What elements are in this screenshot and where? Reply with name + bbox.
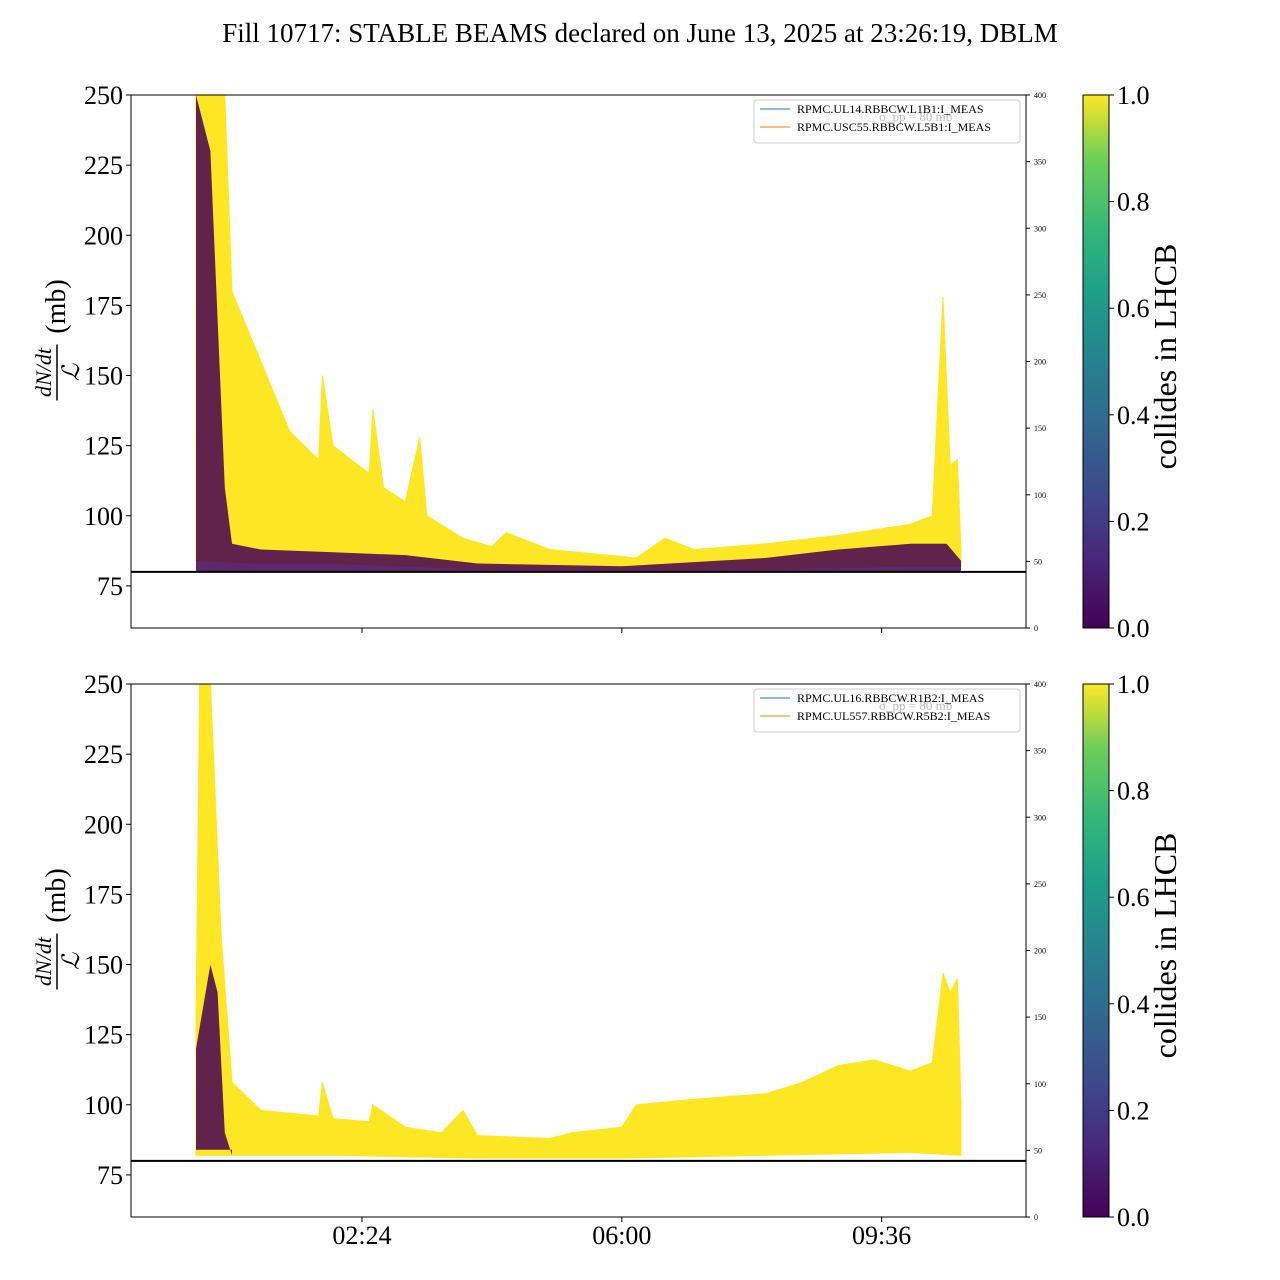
y-right-tick-label: 300 (1034, 813, 1046, 822)
colorbar (1082, 683, 1110, 1218)
y-tick-label: 200 (84, 221, 123, 250)
series-non-colliding-band (196, 964, 232, 1156)
legend-box (753, 99, 1021, 144)
legend-box (753, 688, 1021, 733)
y-right-tick-label: 200 (1034, 947, 1046, 956)
y-tick-label: 200 (84, 810, 123, 839)
colorbar-tick-label: 0.4 (1117, 990, 1150, 1019)
x-tick-label: 06:00 (592, 1221, 651, 1250)
y-tick-label: 150 (84, 951, 123, 980)
y-label-unit: (mb) (41, 279, 72, 333)
y-tick-label: 75 (97, 572, 123, 601)
y-right-tick-label: 50 (1034, 1146, 1042, 1155)
panel-bottom: 75 100 125 150 175 200 225 250 0 50 100 150 200 250 30… (31, 670, 1183, 1250)
y-right-tick-label: 150 (1034, 424, 1046, 433)
y-axis-label: dN/dt ℒ (mb) (31, 868, 85, 990)
y-tick-label: 125 (84, 1021, 123, 1050)
colorbar-tick-label: 0.4 (1117, 401, 1150, 430)
y-tick-label: 250 (84, 670, 123, 699)
y-label-numerator: dN/dt (31, 347, 56, 397)
y-label-denominator: ℒ (59, 363, 85, 381)
y-tick-label: 100 (84, 502, 123, 531)
legend-faint-text: σ_pp = 80 mb (879, 698, 952, 713)
colorbar-tick-label: 0.8 (1117, 188, 1150, 217)
y-label-numerator: dN/dt (31, 936, 56, 986)
series-colliding-band (195, 684, 962, 1159)
x-tick-label: 02:24 (332, 1221, 391, 1250)
y-right-tick-label: 400 (1034, 680, 1046, 689)
colorbar-label: collides in LHCB (1147, 833, 1183, 1059)
plot-area (131, 684, 1026, 1162)
y-tick-label: 225 (84, 740, 123, 769)
colorbar-tick-label: 0.2 (1117, 1096, 1150, 1125)
colorbar-label: collides in LHCB (1147, 244, 1183, 470)
colorbar-tick-label: 0.0 (1117, 1203, 1150, 1232)
y-right-tick-label: 100 (1034, 1080, 1046, 1089)
y-tick-label: 150 (84, 362, 123, 391)
y-right-tick-label: 400 (1034, 91, 1046, 100)
plot-area (131, 95, 1026, 573)
colorbar (1082, 94, 1110, 629)
y-tick-label: 225 (84, 151, 123, 180)
colorbar-tick-label: 0.8 (1117, 777, 1150, 806)
y-tick-label: 250 (84, 81, 123, 110)
panel-top: 75 100 125 150 175 200 225 250 0 50 100 150 200 250 30… (31, 81, 1183, 643)
colorbar-tick-label: 0.6 (1117, 883, 1150, 912)
y-right-tick-label: 0 (1034, 624, 1038, 633)
colorbar-tick-label: 0.6 (1117, 294, 1150, 323)
y-tick-label: 125 (84, 432, 123, 461)
y-right-tick-label: 350 (1034, 158, 1046, 167)
y-tick-label: 175 (84, 880, 123, 909)
y-right-tick-label: 300 (1034, 224, 1046, 233)
y-right-tick-label: 50 (1034, 557, 1042, 566)
colorbar-tick-label: 0.0 (1117, 614, 1150, 643)
colorbar-tick-label: 1.0 (1117, 81, 1150, 110)
y-tick-label: 100 (84, 1091, 123, 1120)
y-label-denominator: ℒ (59, 952, 85, 970)
colorbar-tick-label: 1.0 (1117, 670, 1150, 699)
y-right-tick-label: 250 (1034, 291, 1046, 300)
legend-entry: RPMC.UL557.RBBCW.R5B2:I_MEAS (797, 709, 990, 723)
figure-title: Fill 10717: STABLE BEAMS declared on Jun… (222, 18, 1058, 48)
y-tick-label: 175 (84, 291, 123, 320)
y-right-tick-label: 250 (1034, 880, 1046, 889)
legend-entry: RPMC.USC55.RBBCW.L5B1:I_MEAS (797, 120, 991, 134)
x-tick-label: 09:36 (852, 1221, 911, 1250)
y-label-unit: (mb) (41, 868, 72, 922)
y-right-tick-label: 200 (1034, 358, 1046, 367)
legend-faint-text: σ_pp = 80 mb (879, 109, 952, 124)
y-axis-label: dN/dt ℒ (mb) (31, 279, 85, 401)
y-right-tick-label: 350 (1034, 747, 1046, 756)
y-tick-label: 75 (97, 1161, 123, 1190)
series-colliding-band (195, 95, 962, 570)
y-right-tick-label: 150 (1034, 1013, 1046, 1022)
legend-entry: RPMC.UL16.RBBCW.R1B2:I_MEAS (797, 691, 984, 705)
legend-entry: RPMC.UL14.RBBCW.L1B1:I_MEAS (797, 102, 984, 116)
colorbar-tick-label: 0.2 (1117, 507, 1150, 536)
y-right-tick-label: 100 (1034, 491, 1046, 500)
y-right-tick-label: 0 (1034, 1213, 1038, 1222)
